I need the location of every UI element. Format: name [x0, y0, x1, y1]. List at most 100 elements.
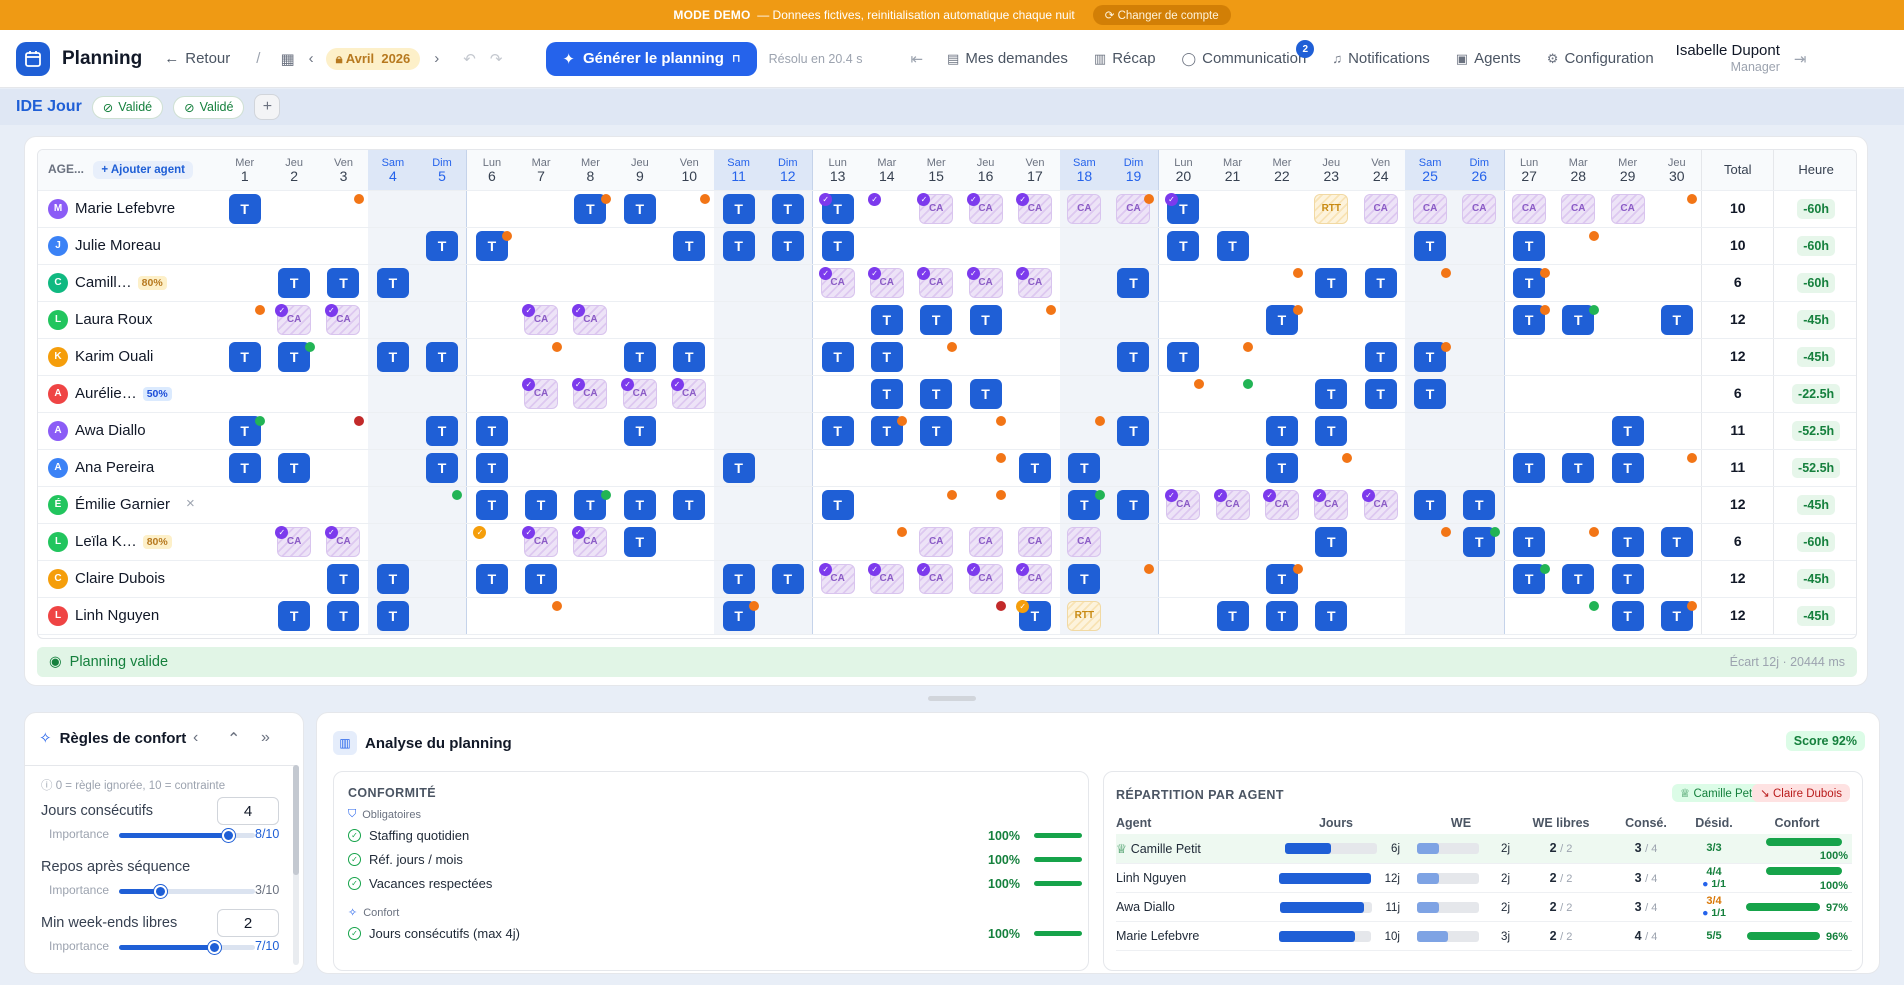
day-cell[interactable] [911, 227, 961, 265]
day-cell[interactable]: T [812, 486, 863, 524]
day-cell[interactable] [1257, 375, 1307, 413]
leave-ca[interactable]: CA [1067, 193, 1102, 224]
day-cell[interactable]: CA ✓ [1257, 486, 1307, 524]
shift-day[interactable]: T [673, 230, 706, 261]
shift-day[interactable]: T [228, 341, 261, 372]
day-cell[interactable]: T [269, 338, 319, 376]
shift-day[interactable]: T [969, 378, 1002, 409]
day-cell[interactable] [911, 449, 961, 487]
day-cell[interactable] [565, 597, 616, 635]
shift-day[interactable]: T [475, 563, 508, 594]
add-team-button[interactable]: + [254, 94, 281, 120]
day-cell[interactable] [417, 190, 467, 228]
leave-ca[interactable]: CA [672, 378, 707, 409]
nav-item-id-badge[interactable]: ▣ Agents [1456, 50, 1521, 67]
request-dot-icon[interactable] [255, 304, 266, 315]
day-cell[interactable]: T [812, 227, 863, 265]
day-cell[interactable] [417, 560, 467, 598]
double-chevron-right-icon[interactable]: » [261, 729, 270, 746]
day-cell[interactable]: CA ✓ [516, 523, 566, 561]
day-cell[interactable] [1010, 486, 1060, 524]
day-header[interactable]: Mer 15 [911, 150, 961, 191]
day-header[interactable]: Mar 21 [1207, 150, 1258, 191]
day-cell[interactable] [1207, 560, 1258, 598]
day-cell[interactable] [466, 264, 517, 302]
day-cell[interactable] [318, 190, 369, 228]
day-cell[interactable] [1059, 412, 1110, 450]
day-cell[interactable]: CA ✓ [516, 301, 566, 339]
agent-name-cell[interactable]: A Ana Pereira [38, 449, 221, 487]
day-cell[interactable] [1405, 449, 1455, 487]
day-cell[interactable]: CA ✓ [516, 375, 566, 413]
day-cell[interactable]: T [466, 486, 517, 524]
shift-day[interactable]: T [821, 415, 854, 446]
day-cell[interactable] [368, 486, 418, 524]
day-cell[interactable] [1553, 523, 1603, 561]
day-cell[interactable]: T [1405, 338, 1455, 376]
shift-day[interactable]: T [1315, 415, 1348, 446]
day-cell[interactable]: T [1602, 523, 1653, 561]
nav-item-gear[interactable]: ⚙ Configuration [1547, 50, 1654, 67]
day-cell[interactable] [220, 523, 270, 561]
prev-month-button[interactable]: ‹ [308, 50, 314, 67]
shift-day[interactable]: T [426, 341, 459, 372]
day-cell[interactable] [220, 560, 270, 598]
request-dot-icon[interactable] [1539, 267, 1550, 278]
day-cell[interactable] [1652, 190, 1702, 228]
day-cell[interactable] [664, 412, 714, 450]
day-cell[interactable] [1652, 449, 1702, 487]
request-dot-icon[interactable] [897, 415, 908, 426]
day-cell[interactable] [368, 190, 418, 228]
day-cell[interactable]: CA ✓ [812, 264, 863, 302]
day-cell[interactable] [1207, 190, 1258, 228]
leave-rtt[interactable]: RTT [1067, 600, 1102, 631]
day-cell[interactable] [1257, 227, 1307, 265]
shift-day[interactable]: T [475, 489, 508, 520]
day-cell[interactable] [417, 597, 467, 635]
request-dot-icon[interactable] [354, 193, 365, 204]
slider-knob[interactable] [221, 829, 235, 842]
day-cell[interactable] [713, 523, 764, 561]
shift-day[interactable]: T [426, 452, 459, 483]
day-cell[interactable] [664, 301, 714, 339]
day-cell[interactable] [368, 301, 418, 339]
day-cell[interactable] [565, 449, 616, 487]
request-dot-icon[interactable] [1045, 304, 1056, 315]
leave-rtt[interactable]: RTT [1314, 193, 1349, 224]
shift-day[interactable]: T [722, 452, 755, 483]
day-cell[interactable]: T [1157, 338, 1208, 376]
day-cell[interactable]: T [466, 227, 517, 265]
day-cell[interactable] [763, 486, 813, 524]
leave-ca[interactable]: CA [1363, 193, 1398, 224]
day-cell[interactable]: T [664, 338, 714, 376]
day-cell[interactable]: CA [1059, 523, 1110, 561]
day-cell[interactable]: CA ✓ [565, 375, 616, 413]
shift-day[interactable]: T [278, 600, 311, 631]
day-cell[interactable]: T [1109, 264, 1159, 302]
day-cell[interactable] [713, 412, 764, 450]
day-cell[interactable]: T [318, 597, 369, 635]
day-cell[interactable] [1405, 597, 1455, 635]
day-cell[interactable]: T [269, 449, 319, 487]
day-cell[interactable] [615, 227, 665, 265]
shift-day[interactable]: T [1513, 452, 1546, 483]
day-cell[interactable] [220, 375, 270, 413]
day-cell[interactable] [1652, 338, 1702, 376]
scrollbar[interactable] [293, 765, 299, 965]
day-cell[interactable]: T [220, 190, 270, 228]
day-cell[interactable]: CA ✓ [269, 301, 319, 339]
shift-day[interactable]: T [1414, 378, 1447, 409]
request-dot-icon[interactable] [1243, 378, 1254, 389]
day-cell[interactable]: T [1602, 597, 1653, 635]
day-cell[interactable] [1602, 486, 1653, 524]
day-cell[interactable] [664, 449, 714, 487]
request-dot-icon[interactable] [1143, 193, 1154, 204]
day-cell[interactable] [1207, 412, 1258, 450]
day-cell[interactable] [565, 412, 616, 450]
day-cell[interactable]: T [1602, 449, 1653, 487]
leave-ca[interactable]: CA [1067, 526, 1102, 557]
day-cell[interactable]: CA ✓ [1010, 190, 1060, 228]
shift-day[interactable]: T [1167, 341, 1200, 372]
day-cell[interactable] [1010, 375, 1060, 413]
